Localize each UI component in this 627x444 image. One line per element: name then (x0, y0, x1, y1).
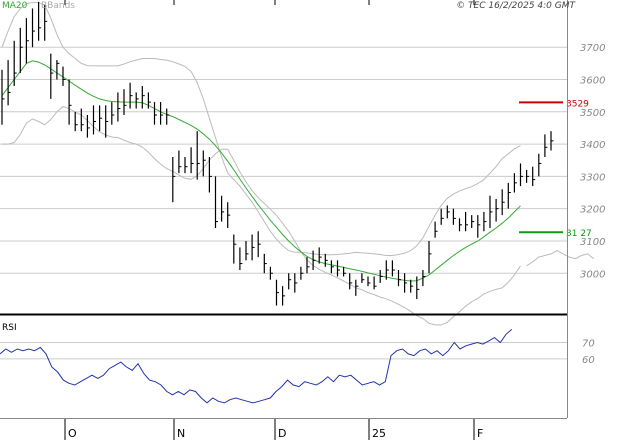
copyright-timestamp: © TEC 16/2/2025 4:0 GMT (456, 1, 576, 11)
x-tick-label: O (68, 427, 77, 440)
rsi-tick-label: 70 (582, 339, 595, 350)
rsi-line-group (0, 329, 513, 404)
x-tick-label: N (177, 427, 185, 440)
x-tick-label: D (278, 427, 286, 440)
x-tick-label: F (477, 427, 483, 440)
bbands-lines (1, 2, 595, 326)
bbands-legend-label: BBands (41, 1, 75, 11)
price-tick-label: 3300 (580, 172, 605, 183)
price-gridlines (0, 46, 567, 274)
rsi-gridlines (0, 342, 567, 360)
x-axis-ticks: O N D 25 F (64, 0, 483, 440)
rsi-line (0, 329, 513, 404)
bband-upper-line (1, 2, 521, 256)
level-label: 3529 (566, 99, 589, 109)
price-tick-label: 3700 (580, 43, 605, 54)
price-tick-label: 3500 (580, 108, 605, 119)
price-tick-label: 3200 (580, 205, 605, 216)
bband-lower-line (2, 106, 521, 326)
price-tick-label: 3600 (580, 76, 605, 87)
price-axis-ticks: 3000 3100 3200 3300 3400 3500 3600 3700 (580, 43, 605, 280)
level-label: 31 27 (566, 229, 592, 239)
price-tick-label: 3000 (580, 269, 605, 280)
rsi-panel-label: RSI (2, 323, 17, 333)
price-tick-label: 3100 (580, 237, 605, 248)
level-annotations: 3529 31 27 (519, 99, 592, 239)
ma20-line (1, 60, 521, 282)
rsi-tick-label: 60 (582, 355, 595, 366)
ma20-legend-label: MA20 (2, 1, 28, 11)
price-tick-label: 3400 (580, 140, 605, 151)
x-tick-label: 25 (372, 427, 386, 440)
bband-lower-tail-line (526, 250, 595, 267)
ma20-line-group (1, 60, 521, 282)
price-bars (1, 2, 554, 306)
